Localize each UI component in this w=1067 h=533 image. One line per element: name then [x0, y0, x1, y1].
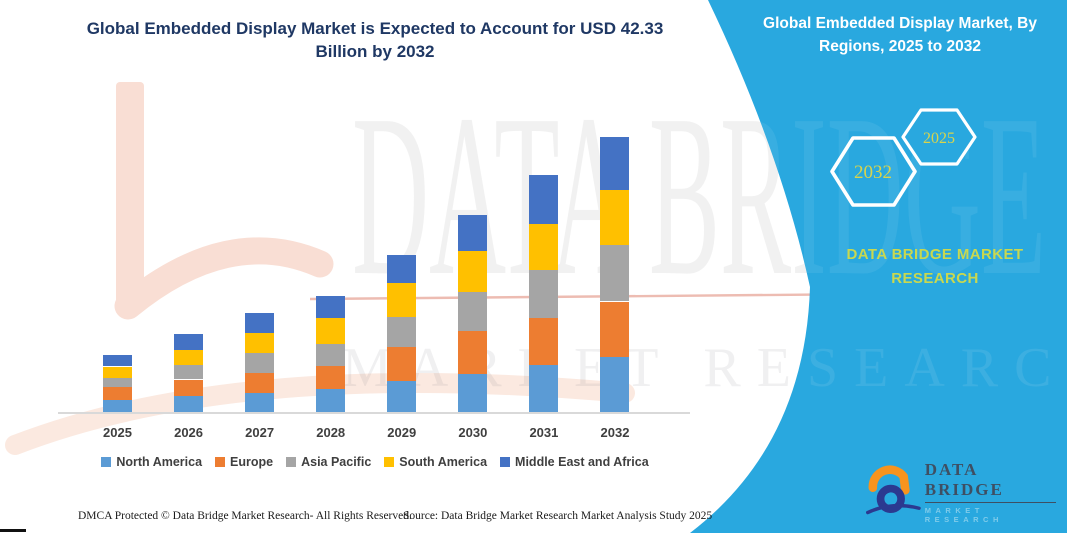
brand-caption-line1: DATA BRIDGE MARKET: [846, 246, 1024, 263]
bar-segment-2032: [600, 301, 630, 357]
legend-swatch: [101, 457, 112, 467]
bar-segment-2025: [103, 366, 132, 378]
legend-label: South America: [399, 455, 488, 469]
bottom-border-fragment: [0, 529, 26, 532]
legend-item: Europe: [215, 455, 273, 469]
bar-segment-2030: [458, 215, 488, 252]
logo-b-icon: [866, 465, 921, 515]
chart-title: Global Embedded Display Market is Expect…: [86, 19, 664, 61]
legend-label: Middle East and Africa: [515, 455, 649, 469]
hexagon-2025-label: 2025: [923, 130, 955, 147]
bar-segment-2031: [529, 224, 559, 271]
bar-segment-2026: [174, 334, 204, 350]
legend-item: South America: [384, 455, 487, 469]
logo-title: DATA BRIDGE: [924, 460, 1056, 503]
bar-segment-2030: [458, 251, 488, 293]
bar-segment-2029: [387, 254, 417, 284]
legend-swatch: [286, 457, 297, 467]
legend-swatch: [384, 457, 395, 467]
bar-segment-2027: [245, 333, 275, 353]
company-logo: DATA BRIDGE MARKET RESEARCH: [866, 460, 1056, 524]
bar-segment-2026: [174, 349, 204, 365]
brand-caption-line2: RESEARCH: [891, 270, 979, 287]
legend-swatch: [500, 457, 511, 467]
bar-segment-2031: [529, 318, 559, 365]
legend-swatch: [215, 457, 226, 467]
footer-copyright: DMCA Protected © Data Bridge Market Rese…: [78, 510, 412, 522]
bar-segment-2031: [529, 270, 559, 319]
bar-segment-2032: [600, 244, 630, 302]
legend-label: Asia Pacific: [301, 455, 372, 469]
bar-segment-2032: [600, 189, 630, 245]
panel-heading: Global Embedded Display Market, By Regio…: [763, 15, 1037, 55]
legend-label: Europe: [230, 455, 274, 469]
footer-source: Source: Data Bridge Market Research Mark…: [403, 510, 713, 522]
panel-brand-caption: DATA BRIDGE MARKET RESEARCH: [833, 243, 1037, 291]
bar-segment-2030: [458, 331, 488, 374]
bar-segment-2029: [387, 317, 417, 347]
hexagon-2032-label: 2032: [854, 162, 892, 183]
legend-label: North America: [116, 455, 203, 469]
bar-segment-2030: [458, 292, 488, 332]
legend-item: Middle East and Africa: [500, 455, 649, 469]
year-hexagons: 2032 2025: [830, 108, 977, 207]
bar-segment-2025: [103, 355, 132, 367]
logo-subtitle: MARKET RESEARCH: [924, 506, 1003, 524]
bar-segment-2028: [316, 344, 346, 366]
bar-segment-2028: [316, 317, 346, 345]
bar-segment-2031: [529, 175, 559, 225]
legend-item: North America: [101, 455, 202, 469]
bar-segment-2027: [245, 352, 275, 373]
chart-legend: North America Europe Asia Pacific South Ame…: [30, 455, 720, 469]
bar-segment-2032: [600, 136, 630, 190]
legend-item: Asia Pacific: [286, 455, 371, 469]
bar-segment-2029: [387, 283, 417, 318]
